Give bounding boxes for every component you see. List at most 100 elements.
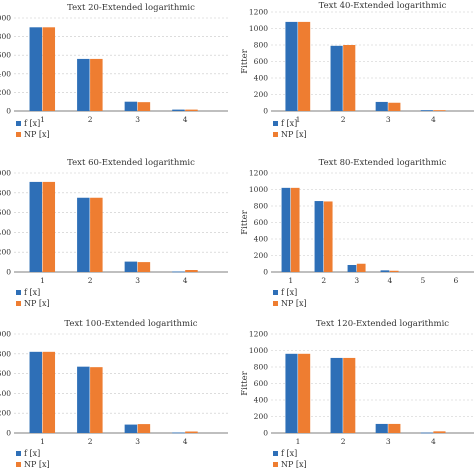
- bar-np-4: [433, 431, 446, 433]
- bar-np-1: [298, 353, 311, 433]
- legend-swatch-1: [273, 462, 278, 467]
- x-tick-label: 6: [453, 276, 458, 285]
- y-tick-label: 1000: [0, 14, 11, 23]
- y-tick-label: 1000: [249, 346, 268, 355]
- y-tick-label: 0: [6, 268, 11, 277]
- bar-f-1: [281, 187, 291, 272]
- y-tick-label: 400: [0, 69, 11, 78]
- bar-f-3: [375, 101, 388, 111]
- y-tick-label: 0: [263, 107, 268, 116]
- x-tick-label: 2: [88, 115, 93, 124]
- x-tick-label: 3: [354, 276, 359, 285]
- legend-swatch-1: [273, 132, 278, 137]
- y-tick-label: 200: [0, 409, 11, 418]
- bar-f-4: [420, 432, 433, 434]
- y-tick-label: 600: [0, 208, 11, 217]
- bar-f-1: [29, 351, 43, 433]
- y-tick-label: 200: [254, 412, 269, 421]
- bar-f-2: [77, 197, 90, 272]
- bar-f-2: [314, 201, 324, 272]
- x-tick-label: 4: [183, 276, 188, 285]
- bar-f-2: [77, 58, 90, 111]
- y-tick-label: 0: [263, 268, 268, 277]
- legend-label-1: NP [x]: [281, 130, 307, 139]
- bar-np-2: [90, 367, 103, 433]
- legend-label-1: NP [x]: [24, 130, 50, 139]
- y-tick-label: 1000: [0, 330, 11, 339]
- bar-np-4: [185, 270, 198, 272]
- y-tick-label: 600: [254, 57, 269, 66]
- x-tick-label: 3: [386, 115, 391, 124]
- x-tick-label: 5: [420, 276, 425, 285]
- x-tick-label: 1: [40, 276, 45, 285]
- bar-np-1: [42, 351, 56, 433]
- bar-np-4: [185, 431, 198, 433]
- x-tick-label: 1: [40, 115, 45, 124]
- bar-np-3: [356, 263, 366, 272]
- bar-np-2: [90, 197, 103, 272]
- bar-np-3: [388, 102, 401, 111]
- y-tick-label: 800: [0, 32, 11, 41]
- bar-f-3: [375, 423, 388, 433]
- x-tick-label: 3: [135, 115, 140, 124]
- legend-label-1: NP [x]: [24, 460, 50, 469]
- y-tick-label: 800: [254, 41, 269, 50]
- legend-swatch-0: [16, 451, 21, 456]
- bar-f-3: [124, 101, 138, 111]
- y-tick-label: 800: [0, 188, 11, 197]
- bar-f-2: [330, 357, 343, 433]
- x-tick-label: 3: [135, 276, 140, 285]
- chart-title: Text 80-Extended logarithmic: [319, 158, 447, 168]
- y-tick-label: 0: [6, 429, 11, 438]
- bar-np-2: [90, 58, 103, 111]
- y-tick-label: 400: [254, 235, 269, 244]
- x-tick-label: 2: [88, 437, 93, 446]
- x-tick-label: 2: [88, 276, 93, 285]
- x-tick-label: 4: [431, 437, 436, 446]
- chart-title: Text 20-Extended logarithmic: [67, 3, 195, 13]
- x-tick-label: 4: [183, 115, 188, 124]
- y-tick-label: 800: [254, 202, 269, 211]
- bar-f-1: [285, 21, 298, 111]
- legend-swatch-1: [16, 301, 21, 306]
- legend-label-0: f [x]: [281, 288, 297, 297]
- legend-label-1: NP [x]: [281, 299, 307, 308]
- y-tick-label: 0: [6, 107, 11, 116]
- x-tick-label: 1: [296, 115, 301, 124]
- y-tick-label: 800: [254, 363, 269, 372]
- x-tick-label: 4: [387, 276, 392, 285]
- x-tick-label: 4: [183, 437, 188, 446]
- chart-title: Text 100-Extended logarithmic: [64, 319, 197, 329]
- x-tick-label: 1: [40, 437, 45, 446]
- legend-label-0: f [x]: [24, 119, 40, 128]
- y-tick-label: 600: [0, 369, 11, 378]
- legend-label-0: f [x]: [24, 449, 40, 458]
- y-tick-label: 400: [0, 389, 11, 398]
- bar-np-2: [323, 201, 333, 272]
- bar-f-4: [172, 109, 185, 111]
- bar-f-4: [172, 271, 185, 273]
- y-tick-label: 1200: [249, 8, 268, 17]
- chart-title: Text 120-Extended logarithmic: [316, 319, 449, 329]
- chart-title: Text 40-Extended logarithmic: [319, 1, 447, 11]
- x-tick-label: 2: [341, 115, 346, 124]
- bar-np-4: [433, 110, 446, 111]
- y-tick-label: 200: [0, 88, 11, 97]
- bar-np-3: [137, 102, 151, 111]
- y-tick-label: 200: [254, 251, 269, 260]
- y-tick-label: 400: [254, 74, 269, 83]
- legend-swatch-1: [16, 132, 21, 137]
- legend-label-0: f [x]: [281, 119, 297, 128]
- bar-f-4: [380, 270, 390, 272]
- legend-swatch-0: [273, 121, 278, 126]
- bar-np-3: [137, 424, 151, 433]
- legend-swatch-1: [16, 462, 21, 467]
- x-tick-label: 4: [431, 115, 436, 124]
- bar-f-2: [330, 45, 343, 112]
- x-tick-label: 3: [135, 437, 140, 446]
- y-tick-label: 0: [263, 429, 268, 438]
- bar-np-4: [389, 270, 399, 272]
- y-axis-label: Fitter: [240, 370, 250, 395]
- bar-np-1: [42, 181, 56, 272]
- bar-f-3: [124, 261, 138, 272]
